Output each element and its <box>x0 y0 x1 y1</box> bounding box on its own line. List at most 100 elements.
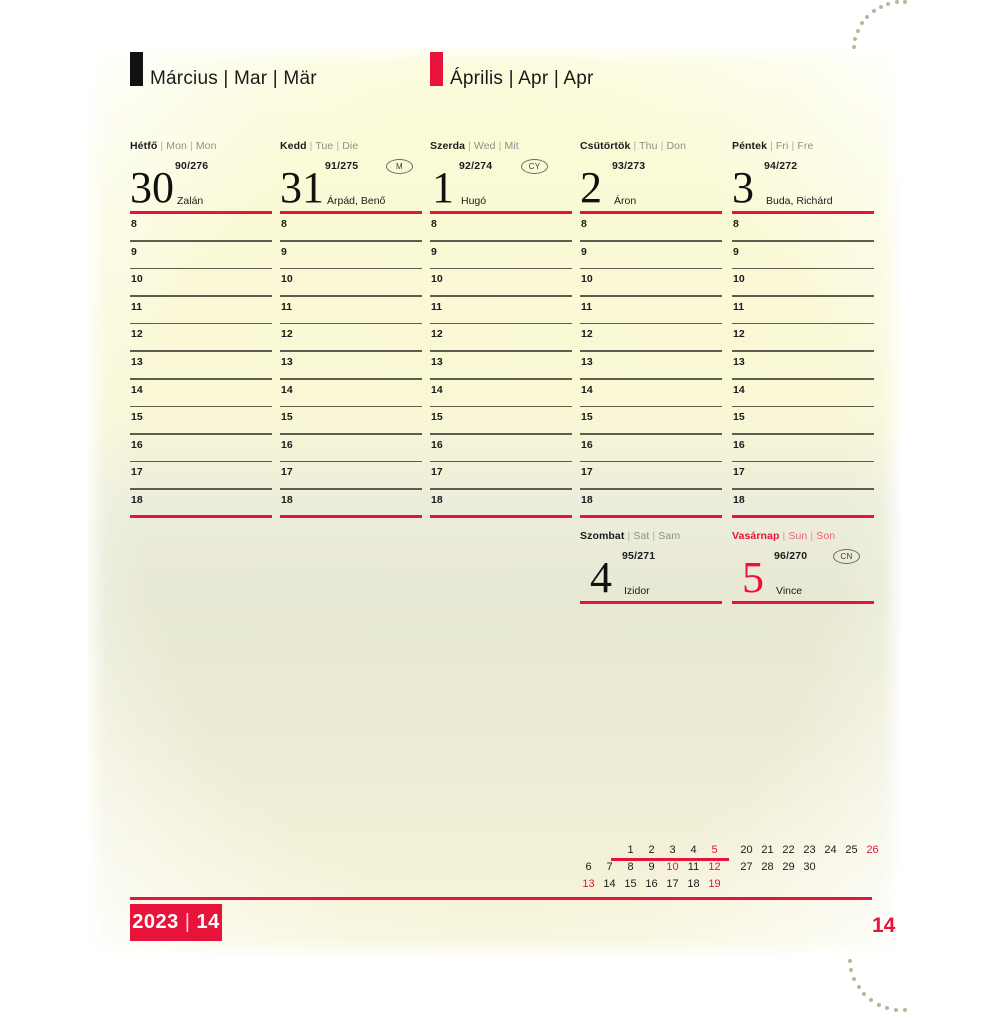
mini-calendar-day[interactable]: 30 <box>803 860 816 873</box>
hour-row[interactable]: 10 <box>130 269 272 297</box>
hour-row[interactable]: 17 <box>130 462 272 490</box>
hour-row[interactable]: 13 <box>580 352 722 380</box>
mini-calendar-day[interactable]: 12 <box>708 860 721 873</box>
hour-row[interactable]: 18 <box>430 490 572 518</box>
hour-row[interactable]: 9 <box>130 242 272 270</box>
mini-calendar-day[interactable]: 8 <box>627 860 634 873</box>
hour-row[interactable]: 13 <box>732 352 874 380</box>
hour-row[interactable]: 18 <box>732 490 874 518</box>
mini-calendar-day[interactable]: 15 <box>624 877 637 890</box>
hour-row[interactable]: 14 <box>280 380 422 408</box>
mini-calendar-day[interactable]: 20 <box>740 843 753 856</box>
hour-row[interactable]: 18 <box>130 490 272 518</box>
mini-calendar-left[interactable]: 1 2 3 4 5 6 7 8 9 10 11 12 13 14 15 16 17 18 19 <box>578 841 729 892</box>
hour-list-wednesday[interactable]: 8 9 10 11 12 13 14 15 16 17 18 <box>430 214 572 518</box>
hour-row[interactable]: 9 <box>580 242 722 270</box>
hour-row[interactable]: 12 <box>130 324 272 352</box>
hour-list-monday[interactable]: 8 9 10 11 12 13 14 15 16 17 18 <box>130 214 272 518</box>
hour-row[interactable]: 9 <box>430 242 572 270</box>
hour-list-tuesday[interactable]: 8 9 10 11 12 13 14 15 16 17 18 <box>280 214 422 518</box>
mini-calendar-day[interactable]: 29 <box>782 860 795 873</box>
mini-calendar-day[interactable]: 4 <box>690 843 697 856</box>
hour-row[interactable]: 8 <box>732 214 874 242</box>
mini-calendar-day[interactable]: 18 <box>687 877 700 890</box>
day-column-monday[interactable]: Hétfő | Mon | Mon 30 90/276 Zalán 8 9 10 11… <box>130 140 272 518</box>
hour-row[interactable]: 17 <box>580 462 722 490</box>
hour-row[interactable]: 16 <box>580 435 722 463</box>
hour-row[interactable]: 11 <box>580 297 722 325</box>
hour-row[interactable]: 16 <box>130 435 272 463</box>
hour-row[interactable]: 13 <box>280 352 422 380</box>
hour-row[interactable]: 10 <box>430 269 572 297</box>
mini-calendar-day[interactable]: 3 <box>669 843 676 856</box>
hour-row[interactable]: 16 <box>280 435 422 463</box>
hour-row[interactable]: 12 <box>280 324 422 352</box>
mini-calendar-day[interactable]: 13 <box>582 877 595 890</box>
mini-calendar-day[interactable]: 1 <box>627 843 634 856</box>
day-column-wednesday[interactable]: Szerda | Wed | Mit 1 92/274 Hugó CY 8 9 10… <box>430 140 572 518</box>
hour-row[interactable]: 15 <box>580 407 722 435</box>
hour-row[interactable]: 16 <box>732 435 874 463</box>
mini-calendar-day[interactable]: 23 <box>803 843 816 856</box>
hour-row[interactable]: 10 <box>580 269 722 297</box>
hour-row[interactable]: 10 <box>732 269 874 297</box>
hour-row[interactable]: 17 <box>430 462 572 490</box>
hour-row[interactable]: 11 <box>732 297 874 325</box>
mini-calendar-day[interactable]: 28 <box>761 860 774 873</box>
mini-calendar-day[interactable]: 21 <box>761 843 774 856</box>
hour-row[interactable]: 11 <box>280 297 422 325</box>
hour-row[interactable]: 8 <box>430 214 572 242</box>
hour-row[interactable]: 9 <box>280 242 422 270</box>
hour-row[interactable]: 15 <box>130 407 272 435</box>
mini-calendar-day[interactable]: 2 <box>648 843 655 856</box>
hour-row[interactable]: 15 <box>280 407 422 435</box>
mini-calendar-day[interactable]: 22 <box>782 843 795 856</box>
mini-calendar-day[interactable]: 19 <box>708 877 721 890</box>
mini-calendar-day[interactable]: 25 <box>845 843 858 856</box>
mini-calendar-day[interactable]: 6 <box>585 860 592 873</box>
mini-calendar-day[interactable]: 7 <box>606 860 613 873</box>
hour-list-thursday[interactable]: 8 9 10 11 12 13 14 15 16 17 18 <box>580 214 722 518</box>
day-column-saturday[interactable]: Szombat | Sat | Sam 4 95/271 Izidor <box>580 530 722 604</box>
hour-row[interactable]: 10 <box>280 269 422 297</box>
day-column-sunday[interactable]: Vasárnap | Sun | Son 5 96/270 Vince CN <box>732 530 874 604</box>
hour-row[interactable]: 14 <box>130 380 272 408</box>
hour-row[interactable]: 14 <box>732 380 874 408</box>
mini-calendar-day[interactable]: 16 <box>645 877 658 890</box>
day-column-tuesday[interactable]: Kedd | Tue | Die 31 91/275 Árpád, Benő M… <box>280 140 422 518</box>
hour-row[interactable]: 14 <box>580 380 722 408</box>
hour-row[interactable]: 8 <box>130 214 272 242</box>
hour-row[interactable]: 15 <box>430 407 572 435</box>
mini-calendar-day[interactable]: 27 <box>740 860 753 873</box>
hour-row[interactable]: 12 <box>580 324 722 352</box>
mini-calendar-day[interactable]: 9 <box>648 860 655 873</box>
hour-row[interactable]: 8 <box>280 214 422 242</box>
mini-calendar-day[interactable]: 11 <box>687 860 700 873</box>
year-week-badge[interactable]: 2023 | 14 <box>130 904 222 941</box>
hour-row[interactable]: 8 <box>580 214 722 242</box>
hour-row[interactable]: 9 <box>732 242 874 270</box>
mini-calendar-day[interactable]: 10 <box>666 860 679 873</box>
hour-row[interactable]: 13 <box>130 352 272 380</box>
mini-calendar-right[interactable]: 20 21 22 23 24 25 26 27 28 29 30 <box>736 841 883 875</box>
hour-row[interactable]: 12 <box>430 324 572 352</box>
day-column-thursday[interactable]: Csütörtök | Thu | Don 2 93/273 Áron 8 9 10… <box>580 140 722 518</box>
hour-list-friday[interactable]: 8 9 10 11 12 13 14 15 16 17 18 <box>732 214 874 518</box>
hour-row[interactable]: 11 <box>130 297 272 325</box>
hour-row[interactable]: 16 <box>430 435 572 463</box>
hour-row[interactable]: 14 <box>430 380 572 408</box>
hour-row[interactable]: 12 <box>732 324 874 352</box>
hour-row[interactable]: 18 <box>580 490 722 518</box>
hour-row[interactable]: 17 <box>732 462 874 490</box>
hour-row[interactable]: 18 <box>280 490 422 518</box>
mini-calendar-day[interactable]: 14 <box>603 877 616 890</box>
hour-row[interactable]: 13 <box>430 352 572 380</box>
mini-calendar-day[interactable]: 24 <box>824 843 837 856</box>
mini-calendar-day[interactable]: 17 <box>666 877 679 890</box>
mini-calendar-day[interactable]: 5 <box>711 843 718 856</box>
day-column-friday[interactable]: Péntek | Fri | Fre 3 94/272 Buda, Richár… <box>732 140 874 518</box>
hour-row[interactable]: 17 <box>280 462 422 490</box>
hour-row[interactable]: 11 <box>430 297 572 325</box>
hour-row[interactable]: 15 <box>732 407 874 435</box>
mini-calendar-day[interactable]: 26 <box>866 843 879 856</box>
